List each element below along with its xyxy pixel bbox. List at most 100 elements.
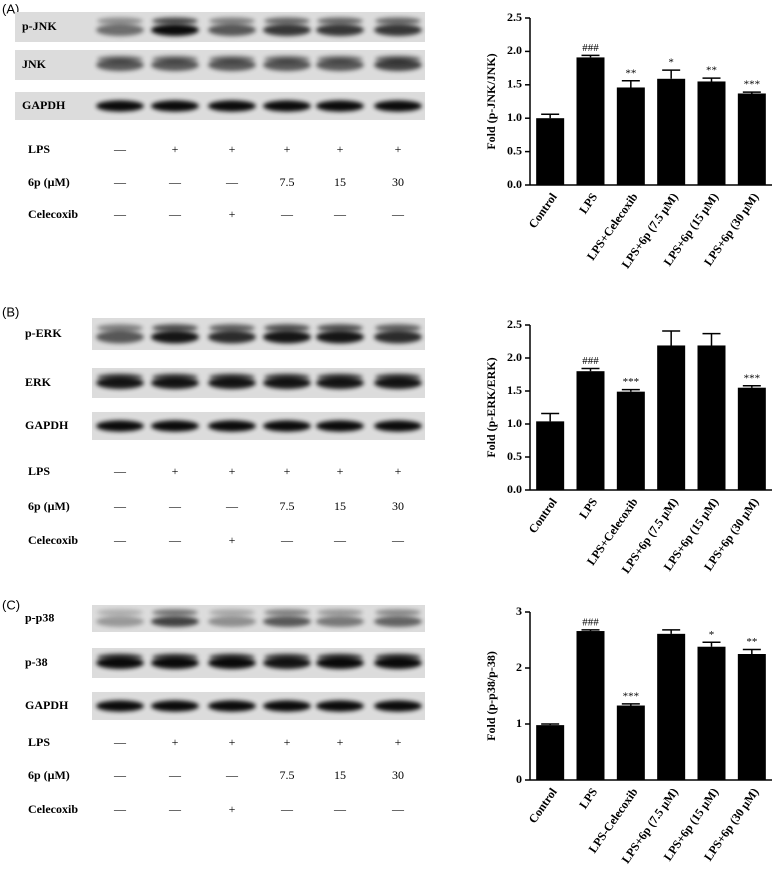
blot-band	[263, 420, 311, 432]
treatment-cell: —	[168, 207, 182, 221]
treatment-label: LPS	[28, 464, 50, 478]
y-tick-label: 1.5	[507, 77, 522, 91]
blot-band	[317, 373, 363, 381]
blot-row-label: p-ERK	[25, 326, 62, 340]
blot-band	[152, 17, 198, 25]
blot-band	[374, 100, 422, 112]
treatment-cell: —	[280, 533, 294, 547]
significance-label: *	[709, 629, 715, 641]
blot-band	[316, 700, 364, 712]
bar	[576, 371, 605, 490]
treatment-cell: —	[168, 533, 182, 547]
bar	[657, 345, 686, 490]
blot-band	[316, 330, 364, 344]
blot-band	[97, 324, 143, 332]
treatment-cell: —	[168, 175, 182, 189]
error-bar	[702, 77, 721, 82]
treatment-label: 6p (μM)	[28, 175, 70, 189]
blot-band	[374, 330, 422, 344]
treatment-cell: +	[337, 464, 344, 478]
blot-background	[92, 412, 425, 440]
x-tick-label: LPS	[576, 495, 600, 521]
treatment-cell: —	[168, 499, 182, 513]
blot-row-label: p-JNK	[22, 19, 57, 33]
y-tick-label: 2.5	[507, 10, 522, 24]
blot-row-label: GAPDH	[25, 418, 69, 432]
y-tick-label: 1.5	[507, 383, 522, 397]
blot-band	[152, 324, 198, 332]
treatment-cell: 15	[334, 499, 346, 513]
blot-band	[264, 653, 310, 661]
error-bar	[621, 80, 640, 88]
treatment-cell: —	[168, 768, 182, 782]
error-bar	[621, 388, 640, 392]
blot-band	[263, 330, 311, 344]
error-bar	[742, 648, 761, 654]
blot-band	[317, 609, 363, 616]
bar	[697, 345, 726, 490]
treatment-cell: —	[113, 175, 127, 189]
significance-label: **	[746, 636, 757, 648]
treatment-cell: —	[168, 802, 182, 816]
treatment-cell: —	[113, 802, 127, 816]
blot-band	[208, 420, 256, 432]
blot-band	[263, 700, 311, 712]
treatment-cell: 30	[392, 175, 404, 189]
blot-band	[317, 653, 363, 661]
blot-background	[92, 368, 425, 398]
blot-background	[92, 648, 425, 678]
error-bar	[621, 703, 640, 706]
blot-band	[375, 55, 421, 63]
treatment-cell: —	[333, 533, 347, 547]
x-tick-label: LPS	[576, 190, 600, 216]
blot-band	[209, 324, 255, 332]
treatment-cell: +	[229, 735, 236, 749]
treatment-cell: —	[113, 499, 127, 513]
error-bar	[662, 629, 681, 634]
treatment-label: Celecoxib	[28, 533, 78, 547]
treatment-label: LPS	[28, 735, 50, 749]
blot-band	[151, 330, 199, 344]
bar	[536, 725, 565, 780]
significance-label: ###	[582, 355, 599, 367]
blot-band	[264, 55, 310, 63]
blot-band	[208, 330, 256, 344]
y-tick-label: 0.0	[507, 482, 522, 496]
blot-band	[152, 609, 198, 616]
blot-band	[209, 609, 255, 616]
treatment-cell: +	[284, 735, 291, 749]
blot-band	[317, 55, 363, 63]
blot-row-label: ERK	[25, 375, 52, 389]
x-tick-label: Control	[526, 785, 561, 826]
blot-band	[97, 653, 143, 661]
blot-band	[209, 17, 255, 25]
treatment-cell: 15	[334, 175, 346, 189]
y-tick-label: 0.5	[507, 449, 522, 463]
treatment-cell: +	[172, 735, 179, 749]
y-tick-label: 1.0	[507, 110, 522, 124]
significance-label: ***	[623, 690, 640, 702]
blot-row-label: p-p38	[25, 610, 54, 624]
bar	[697, 81, 726, 185]
treatment-cell: +	[395, 464, 402, 478]
significance-label: ***	[744, 372, 761, 384]
blot-row-label: p-38	[25, 655, 48, 669]
y-tick-label: 2	[516, 660, 522, 674]
treatment-cell: +	[229, 802, 236, 816]
significance-label: *	[668, 57, 674, 69]
bar	[536, 421, 565, 490]
blot-band	[317, 17, 363, 25]
treatment-cell: —	[113, 768, 127, 782]
x-tick-label: Control	[526, 495, 561, 536]
treatment-cell: +	[284, 142, 291, 156]
treatment-cell: —	[280, 802, 294, 816]
blot-band	[264, 17, 310, 25]
blot-band	[264, 324, 310, 332]
blot-band	[316, 100, 364, 112]
treatment-cell: 7.5	[280, 768, 295, 782]
blot-band	[316, 616, 364, 627]
blot-band	[209, 55, 255, 63]
significance-label: **	[625, 67, 636, 79]
blot-band	[263, 616, 311, 627]
